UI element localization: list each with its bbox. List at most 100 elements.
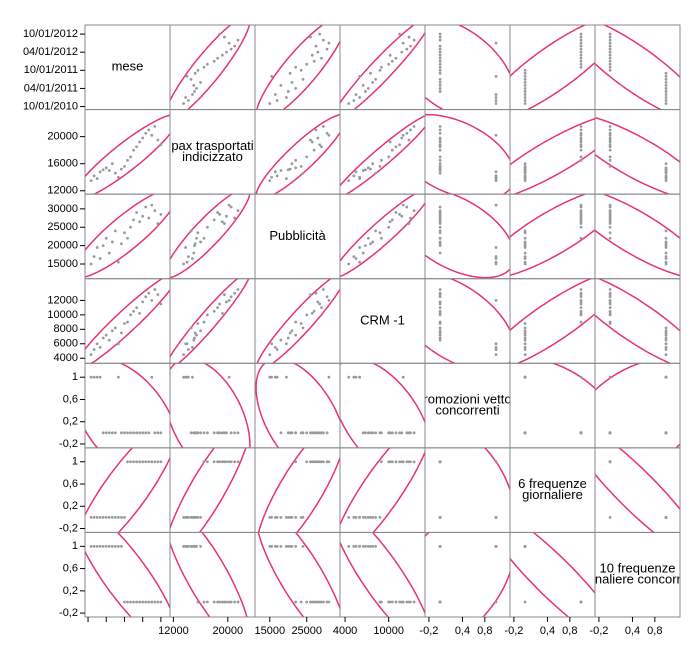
point	[579, 155, 583, 159]
point	[129, 225, 132, 229]
point	[220, 600, 224, 604]
point	[141, 214, 145, 218]
cell	[595, 25, 680, 110]
point	[95, 375, 99, 379]
point	[147, 460, 151, 464]
point	[309, 138, 312, 142]
point	[138, 460, 142, 464]
point	[523, 77, 527, 81]
point	[220, 431, 224, 435]
cell	[85, 447, 170, 533]
point	[199, 329, 203, 333]
point	[305, 62, 309, 66]
point	[126, 460, 129, 464]
point	[107, 338, 111, 342]
point	[523, 90, 527, 93]
point	[144, 205, 148, 209]
point	[227, 375, 231, 379]
point	[438, 329, 442, 333]
point	[212, 59, 216, 63]
cell	[85, 194, 170, 278]
point	[153, 431, 157, 435]
point	[364, 168, 367, 172]
point	[523, 171, 527, 175]
point	[579, 203, 583, 207]
point	[579, 47, 583, 51]
point	[113, 171, 117, 175]
point	[182, 262, 186, 266]
point	[608, 203, 612, 207]
point	[412, 460, 416, 464]
point	[229, 600, 233, 604]
point	[579, 302, 583, 306]
point	[394, 211, 398, 214]
point	[185, 260, 189, 264]
point	[233, 460, 237, 464]
point	[138, 600, 142, 604]
x-tick-label: 0,8	[647, 625, 662, 637]
cell	[425, 194, 510, 279]
point	[494, 600, 498, 604]
point	[579, 158, 583, 162]
x-tick-label: 20000	[213, 625, 244, 637]
point	[494, 342, 498, 346]
density-ellipse	[510, 532, 595, 618]
y-tick-label: 04/01/2011	[24, 82, 78, 94]
cell	[595, 363, 680, 448]
point	[523, 102, 527, 105]
point	[229, 295, 233, 299]
point	[664, 179, 668, 183]
point	[202, 431, 206, 435]
point	[608, 460, 612, 464]
point	[438, 293, 442, 297]
point	[608, 298, 612, 302]
point	[438, 68, 442, 72]
point	[438, 331, 442, 335]
point	[412, 431, 416, 435]
y-tick-label: 4000	[54, 352, 78, 364]
point	[494, 516, 498, 519]
point	[150, 375, 154, 379]
point	[225, 50, 228, 54]
point	[523, 167, 527, 171]
point	[182, 353, 186, 357]
point	[371, 544, 375, 548]
point	[608, 128, 612, 132]
point	[285, 96, 288, 99]
point	[290, 329, 294, 333]
point	[523, 93, 527, 96]
density-ellipse	[85, 532, 170, 618]
point	[314, 44, 318, 48]
y-tick-label: -0,2	[59, 522, 78, 534]
point	[126, 236, 129, 240]
point	[352, 174, 356, 178]
y-tick-label: 20000	[47, 240, 78, 252]
point	[236, 38, 240, 42]
point	[374, 516, 377, 519]
point	[116, 544, 120, 548]
point	[358, 375, 362, 379]
x-tick-label: -0,2	[589, 625, 608, 637]
point	[438, 216, 442, 220]
point	[608, 293, 612, 297]
point	[374, 229, 377, 233]
point	[523, 257, 527, 260]
point	[318, 143, 322, 147]
point	[347, 102, 351, 105]
y-tick-label: 12000	[47, 185, 78, 197]
point	[113, 544, 117, 548]
point	[579, 59, 583, 63]
point	[312, 148, 316, 152]
point	[494, 93, 498, 96]
point	[275, 174, 279, 178]
point	[438, 333, 442, 337]
point	[135, 306, 139, 310]
point	[387, 155, 391, 159]
cell	[425, 278, 510, 364]
point	[579, 236, 583, 240]
point	[579, 216, 583, 220]
point	[273, 544, 277, 548]
point	[185, 375, 189, 379]
point	[321, 600, 325, 604]
